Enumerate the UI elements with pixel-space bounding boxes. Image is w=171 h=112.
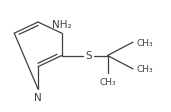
Text: CH₃: CH₃ (136, 65, 153, 74)
Text: S: S (86, 51, 92, 61)
Text: N: N (34, 93, 42, 102)
Text: CH₃: CH₃ (136, 38, 153, 47)
Text: CH₃: CH₃ (99, 77, 116, 86)
Text: NH₂: NH₂ (52, 19, 72, 29)
